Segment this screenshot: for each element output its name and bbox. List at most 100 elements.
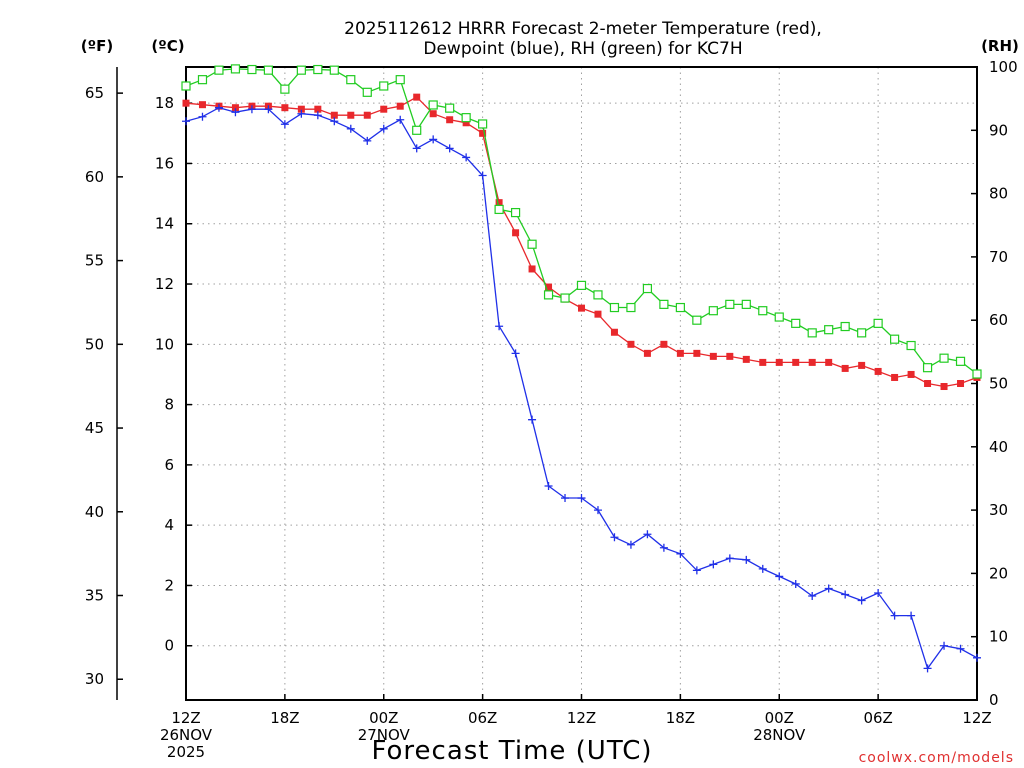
dewpoint-point [462, 153, 471, 162]
temperature-point [924, 380, 932, 387]
celsius-tick-label: 8 [164, 396, 174, 414]
temperature-point [512, 229, 520, 237]
dewpoint-point [544, 481, 553, 490]
rh-point [774, 312, 784, 322]
rh-point [840, 321, 850, 332]
celsius-tick-label: 2 [164, 576, 174, 594]
x-axis-title: Forecast Time (UTC) [371, 736, 652, 766]
rh-tick-label: 50 [989, 375, 1008, 393]
rh-point [906, 340, 916, 351]
rh-point [214, 65, 224, 75]
rh-point [428, 100, 438, 110]
rh-point [461, 113, 471, 123]
rh-point [576, 280, 587, 290]
dewpoint-point [561, 494, 570, 503]
data-series [181, 64, 982, 673]
rh-point [346, 75, 356, 85]
fahrenheit-unit-label: (ºF) [81, 37, 113, 55]
dewpoint-point [824, 584, 833, 593]
rh-tick-label: 40 [989, 438, 1008, 456]
fahrenheit-tick-label: 40 [85, 503, 104, 521]
fahrenheit-tick-label: 45 [85, 419, 104, 437]
rh-point [824, 325, 834, 335]
temperature-point [314, 105, 322, 113]
temperature-point [281, 104, 289, 112]
rh-point [890, 334, 900, 344]
temperature-point [907, 370, 915, 378]
dewpoint-point [758, 564, 767, 573]
fahrenheit-tick-label: 60 [85, 168, 104, 186]
temperature-point [610, 328, 618, 336]
celsius-tick-label: 0 [164, 637, 174, 655]
dewpoint-point [857, 596, 866, 605]
rh-point [263, 65, 273, 75]
rh-tick-label: 80 [989, 185, 1008, 203]
dewpoint-point [692, 566, 701, 575]
celsius-tick-label: 10 [155, 335, 174, 353]
x-tick-label: 12Z [171, 709, 200, 727]
x-tick-label: 2025 [167, 743, 205, 761]
dewpoint-point [363, 136, 372, 145]
temperature-point [578, 304, 585, 312]
dewpoint-point [593, 506, 602, 515]
rh-point [692, 315, 702, 325]
fahrenheit-tick-label: 65 [85, 84, 104, 102]
dewpoint-point [511, 349, 520, 358]
celsius-tick-label: 12 [155, 275, 174, 293]
rh-point [494, 204, 504, 215]
rh-point [543, 290, 554, 300]
rh-point [725, 299, 735, 309]
rh-point [972, 369, 982, 379]
credit-label: coolwx.com/models [859, 750, 1014, 766]
dewpoint-point [495, 322, 504, 331]
rh-point [280, 84, 290, 94]
x-tick-label: 06Z [863, 709, 892, 727]
rh-point [955, 356, 966, 366]
temperature-point [594, 310, 602, 318]
chart-subtitle: Dewpoint (blue), RH (green) for KC7H [423, 39, 742, 59]
dewpoint-point [330, 117, 339, 126]
fahrenheit-tick-label: 30 [85, 670, 104, 688]
rh-point [527, 239, 537, 249]
dewpoint-point [643, 530, 652, 539]
dewpoint-point [907, 611, 916, 620]
dewpoint-point [841, 590, 850, 599]
celsius-tick-label: 14 [155, 215, 174, 233]
dewpoint-point [973, 653, 981, 662]
x-tick-label: 00Z [765, 709, 794, 727]
rh-point [510, 207, 521, 218]
rh-point [230, 64, 241, 74]
temperature-point [775, 358, 783, 366]
temperature-point [182, 99, 190, 107]
rh-unit-label: (RH) [981, 37, 1019, 55]
x-tick-label: 18Z [666, 709, 695, 727]
rh-tick-label: 60 [989, 311, 1008, 329]
rh-point [741, 299, 751, 309]
celsius-unit-label: (ºC) [151, 37, 184, 55]
temperature-point [676, 349, 684, 357]
rh-point [675, 302, 685, 313]
temperature-point [297, 105, 305, 113]
dewpoint-point [659, 543, 668, 552]
dewpoint-point [429, 135, 438, 144]
x-tick-label: 26NOV [160, 726, 213, 744]
dewpoint-point [528, 415, 537, 424]
temperature-point [874, 367, 882, 375]
x-tick-label: 18Z [270, 709, 299, 727]
rh-point [642, 283, 653, 294]
x-tick-label: 00Z [369, 709, 398, 727]
rh-point [247, 64, 257, 75]
celsius-tick-label: 4 [164, 516, 174, 534]
dewpoint-point [280, 120, 289, 129]
temperature-point [413, 93, 421, 101]
dewpoint-point [808, 592, 817, 601]
dewpoint-point [346, 124, 355, 133]
temperature-point [627, 340, 635, 348]
rh-point [609, 302, 620, 313]
dewpoint-point [198, 112, 207, 121]
series-dewpoint [182, 103, 981, 673]
dewpoint-point [775, 572, 784, 581]
dewpoint-point [445, 144, 454, 153]
x-tick-label: 06Z [468, 709, 497, 727]
